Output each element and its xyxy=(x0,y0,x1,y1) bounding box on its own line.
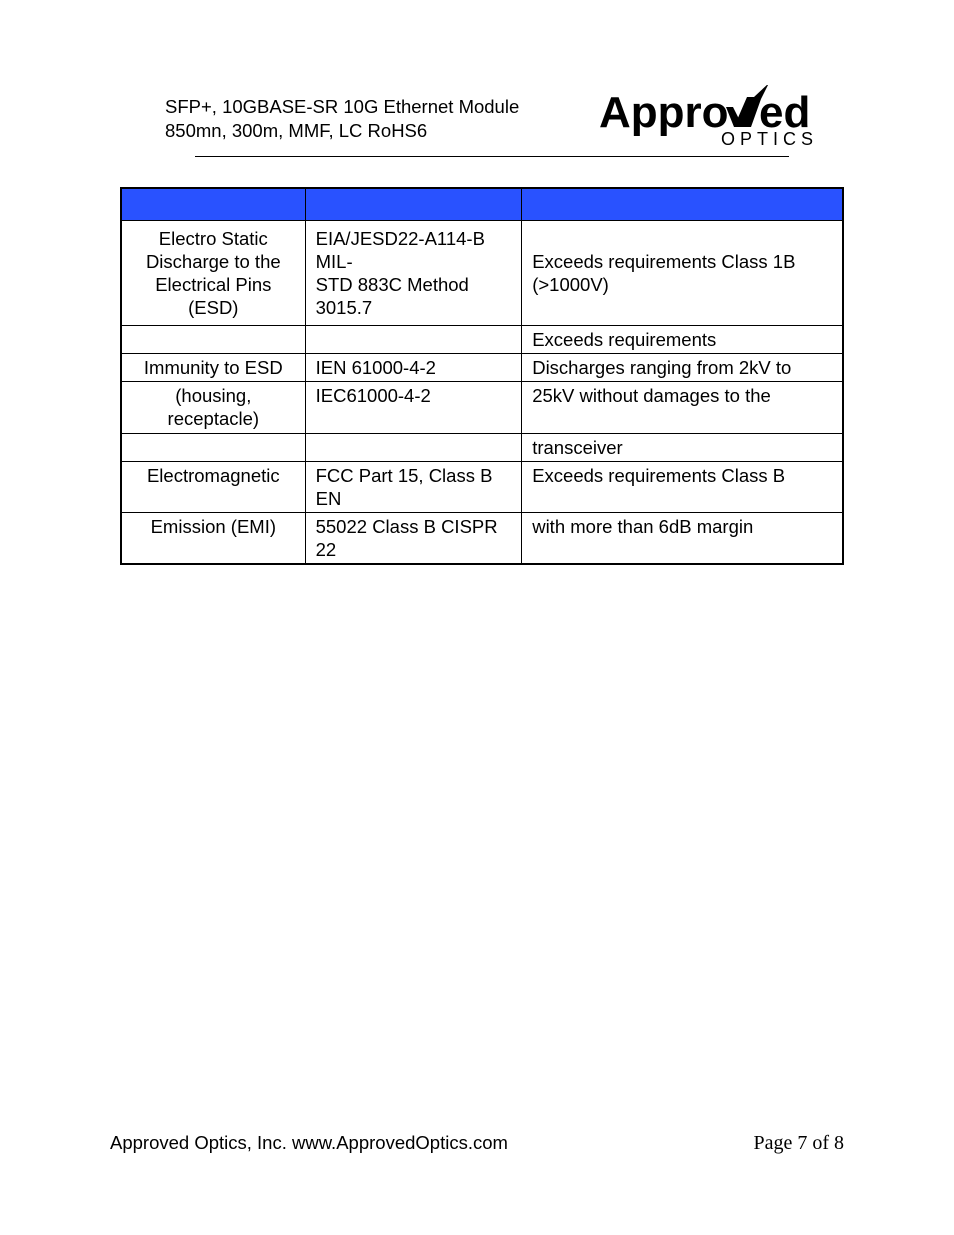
table-cell: with more than 6dB margin xyxy=(522,512,843,564)
spec-table-container: Electro Static Discharge to the Electric… xyxy=(120,187,844,565)
svg-text:Appro: Appro xyxy=(599,88,729,137)
table-cell: Emission (EMI) xyxy=(121,512,305,564)
table-cell: Electro Static Discharge to the Electric… xyxy=(121,220,305,326)
table-row: Immunity to ESD IEN 61000-4-2 Discharges… xyxy=(121,354,843,382)
table-cell: transceiver xyxy=(522,433,843,461)
table-cell: IEN 61000-4-2 xyxy=(305,354,522,382)
header-line-1: SFP+, 10GBASE-SR 10G Ethernet Module xyxy=(165,95,519,119)
table-cell: IEC61000-4-2 xyxy=(305,382,522,433)
table-cell: Electromagnetic xyxy=(121,461,305,512)
table-cell: (housing, receptacle) xyxy=(121,382,305,433)
table-row: (housing, receptacle) IEC61000-4-2 25kV … xyxy=(121,382,843,433)
table-cell: 25kV without damages to the xyxy=(522,382,843,433)
table-cell xyxy=(305,326,522,354)
table-cell xyxy=(305,433,522,461)
cell-text: Exceeds requirements Class 1B xyxy=(532,251,795,272)
table-header-cell xyxy=(522,188,843,220)
table-row: Exceeds requirements xyxy=(121,326,843,354)
table-cell: 55022 Class B CISPR 22 xyxy=(305,512,522,564)
cell-text: Electro Static xyxy=(159,228,268,249)
table-cell: Exceeds requirements Class B xyxy=(522,461,843,512)
footer-page-number: Page 7 of 8 xyxy=(753,1132,844,1155)
header-title-block: SFP+, 10GBASE-SR 10G Ethernet Module 850… xyxy=(165,85,519,143)
table-row: transceiver xyxy=(121,433,843,461)
table-cell: Discharges ranging from 2kV to xyxy=(522,354,843,382)
footer-company: Approved Optics, Inc. www.ApprovedOptics… xyxy=(110,1132,508,1155)
table-row: Electro Static Discharge to the Electric… xyxy=(121,220,843,326)
cell-text: EIA/JESD22-A114-B MIL- xyxy=(316,228,485,272)
table-cell: EIA/JESD22-A114-B MIL- STD 883C Method 3… xyxy=(305,220,522,326)
header-line-2: 850mn, 300m, MMF, LC RoHS6 xyxy=(165,119,519,143)
document-page: SFP+, 10GBASE-SR 10G Ethernet Module 850… xyxy=(0,0,954,1235)
table-header-cell xyxy=(305,188,522,220)
spec-table: Electro Static Discharge to the Electric… xyxy=(120,187,844,565)
header-divider xyxy=(195,156,789,157)
logo-icon: Appro ed OPTICS xyxy=(599,85,844,150)
table-cell xyxy=(121,433,305,461)
table-row: Emission (EMI) 55022 Class B CISPR 22 wi… xyxy=(121,512,843,564)
cell-text: (>1000V) xyxy=(532,274,609,295)
page-footer: Approved Optics, Inc. www.ApprovedOptics… xyxy=(0,1132,954,1155)
svg-text:OPTICS: OPTICS xyxy=(721,129,818,149)
table-header-row xyxy=(121,188,843,220)
table-cell: FCC Part 15, Class B EN xyxy=(305,461,522,512)
table-header-cell xyxy=(121,188,305,220)
approved-optics-logo: Appro ed OPTICS xyxy=(599,85,844,150)
table-cell: Exceeds requirements Class 1B (>1000V) xyxy=(522,220,843,326)
cell-text: Discharge to the xyxy=(146,251,281,272)
table-row: Electromagnetic FCC Part 15, Class B EN … xyxy=(121,461,843,512)
table-cell: Exceeds requirements xyxy=(522,326,843,354)
table-cell xyxy=(121,326,305,354)
page-header: SFP+, 10GBASE-SR 10G Ethernet Module 850… xyxy=(60,85,894,150)
cell-text: Electrical Pins (ESD) xyxy=(155,274,271,318)
table-cell: Immunity to ESD xyxy=(121,354,305,382)
cell-text: STD 883C Method 3015.7 xyxy=(316,274,469,318)
